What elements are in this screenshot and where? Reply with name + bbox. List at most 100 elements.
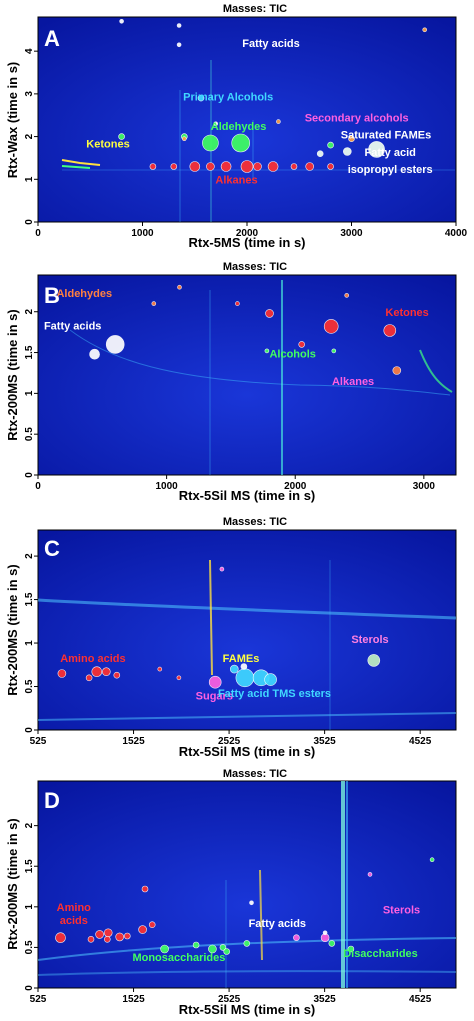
x-tick-label: 1525 bbox=[122, 994, 145, 1005]
panel-c-xticks: 525 1525 2525 3525 4525 bbox=[30, 730, 432, 747]
x-tick-label: 3000 bbox=[413, 481, 436, 492]
x-tick-label: 0 bbox=[35, 228, 41, 239]
panel-a-ylabel: Rtx-Wax (time in s) bbox=[5, 62, 20, 179]
x-tick-label: 1000 bbox=[155, 481, 178, 492]
x-tick-label: 4000 bbox=[445, 228, 468, 239]
data-point bbox=[176, 42, 182, 48]
panel-b-title: Masses: TIC bbox=[223, 261, 287, 273]
x-tick-label: 3000 bbox=[340, 228, 363, 239]
annotation-label: Aldehydes bbox=[56, 288, 112, 300]
data-point bbox=[383, 324, 397, 337]
data-point bbox=[231, 133, 250, 153]
x-tick-label: 1525 bbox=[122, 736, 145, 747]
panel-b-letter: B bbox=[44, 283, 60, 308]
annotation-label: Sterols bbox=[383, 904, 420, 916]
y-tick-label: 2 bbox=[24, 133, 35, 139]
y-tick-label: 1 bbox=[24, 904, 35, 910]
panel-a-plot-area bbox=[37, 16, 457, 223]
data-point bbox=[367, 872, 373, 877]
y-tick-label: 0.5 bbox=[24, 940, 35, 954]
x-tick-label: 2000 bbox=[284, 481, 307, 492]
data-point bbox=[57, 669, 67, 678]
data-point bbox=[151, 301, 157, 306]
data-point bbox=[327, 141, 334, 149]
panel-b-background-streaks bbox=[69, 280, 453, 475]
data-point bbox=[265, 309, 274, 318]
panel-c-letter: C bbox=[44, 536, 60, 561]
annotation-label: Alcohols bbox=[269, 348, 315, 360]
panel-c-ylabel: Rtx-200MS (time in s) bbox=[5, 564, 20, 695]
data-point bbox=[298, 341, 306, 348]
data-point bbox=[235, 668, 255, 688]
y-tick-label: 1 bbox=[24, 390, 35, 396]
data-point bbox=[95, 930, 104, 939]
data-point bbox=[323, 319, 339, 334]
y-tick-label: 1.5 bbox=[24, 859, 35, 873]
data-point bbox=[331, 348, 337, 354]
data-point bbox=[223, 948, 230, 955]
data-point bbox=[392, 366, 402, 375]
data-point bbox=[230, 664, 239, 674]
annotation-label: Ketones bbox=[86, 138, 129, 150]
panel-c-background-streaks bbox=[37, 559, 457, 730]
x-tick-label: 2525 bbox=[218, 736, 241, 747]
data-point bbox=[85, 674, 93, 682]
data-point bbox=[89, 348, 100, 360]
data-point bbox=[293, 934, 300, 942]
data-point bbox=[105, 335, 125, 354]
panel-c-yticks: 0 0.5 1 1.5 2 bbox=[24, 553, 38, 733]
data-point bbox=[264, 348, 270, 354]
data-point bbox=[208, 944, 217, 954]
annotation-label: Aldehydes bbox=[211, 121, 267, 133]
panel-b-points bbox=[89, 284, 402, 375]
data-point bbox=[115, 932, 124, 942]
data-point bbox=[429, 857, 435, 863]
data-point bbox=[213, 121, 218, 127]
panel-d-yticks: 0 0.5 1 1.5 2 bbox=[24, 822, 38, 991]
panel-c-xlabel: Rtx-5Sil MS (time in s) bbox=[179, 744, 316, 759]
x-tick-label: 4525 bbox=[409, 736, 432, 747]
panel-a-title: Masses: TIC bbox=[223, 3, 287, 15]
data-point bbox=[202, 134, 219, 152]
y-tick-label: 0 bbox=[24, 219, 35, 225]
data-point bbox=[347, 945, 355, 953]
annotation-label: Fatty acids bbox=[242, 38, 299, 50]
annotation-label: Fatty acid TMS esters bbox=[218, 688, 331, 700]
annotation-label: isopropyl esters bbox=[348, 164, 433, 176]
data-point bbox=[119, 18, 124, 24]
x-tick-label: 525 bbox=[30, 736, 47, 747]
data-point bbox=[253, 162, 262, 171]
annotation-label: Secondary alcohols bbox=[305, 113, 409, 125]
data-point bbox=[235, 301, 240, 306]
data-point bbox=[290, 163, 298, 170]
panel-d-xticks: 525 1525 2525 3525 4525 bbox=[30, 988, 432, 1005]
panel-a-annotations: Fatty acids Primary Alcohols Secondary alc… bbox=[86, 38, 432, 187]
x-tick-label: 3525 bbox=[314, 736, 337, 747]
data-point bbox=[368, 141, 385, 158]
data-point bbox=[176, 23, 182, 28]
y-tick-label: 3 bbox=[24, 91, 35, 97]
data-point bbox=[176, 675, 182, 681]
data-point bbox=[157, 666, 163, 672]
data-point bbox=[103, 928, 113, 938]
panel-d-xlabel: Rtx-5Sil MS (time in s) bbox=[179, 1002, 316, 1017]
data-point bbox=[206, 162, 215, 171]
panel-b-plot-area bbox=[37, 274, 457, 476]
data-point bbox=[192, 941, 200, 949]
panel-a-letter: A bbox=[44, 26, 60, 51]
data-point bbox=[249, 900, 254, 906]
x-tick-label: 4525 bbox=[409, 994, 432, 1005]
panel-d-points bbox=[55, 857, 435, 955]
annotation-label: Alkanes bbox=[332, 376, 374, 388]
y-tick-label: 1.5 bbox=[24, 592, 35, 606]
y-tick-label: 1 bbox=[24, 176, 35, 182]
data-point bbox=[243, 940, 251, 947]
data-point bbox=[182, 136, 187, 141]
panel-d-plot-area bbox=[37, 780, 457, 989]
data-point bbox=[367, 654, 381, 667]
data-point bbox=[87, 935, 95, 943]
annotation-label: Saturated FAMEs bbox=[341, 130, 431, 142]
